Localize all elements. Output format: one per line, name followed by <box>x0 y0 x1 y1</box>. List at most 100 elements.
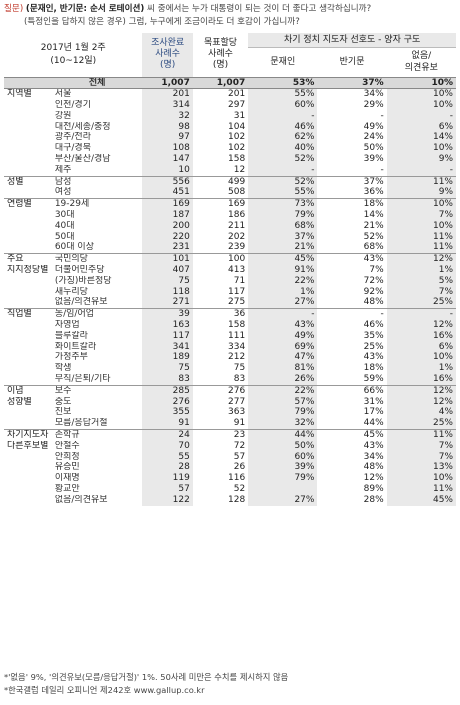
completed-count: 556 <box>142 175 193 188</box>
moon-pct: 79% <box>248 473 318 484</box>
subgroup-label: 황교안 <box>54 483 80 494</box>
moon-pct: 60% <box>248 100 318 111</box>
target-count: 239 <box>228 242 246 253</box>
ban-pct: 89% <box>363 483 384 494</box>
none-pct: 13% <box>386 462 456 474</box>
subgroup-label: 강원 <box>54 110 72 121</box>
group-label <box>4 232 52 243</box>
none-pct: - <box>386 308 456 321</box>
moon-pct: 69% <box>248 341 318 353</box>
ban-pct: 21% <box>363 220 384 231</box>
ban-pct: 35% <box>363 330 384 341</box>
table-row: 무직/은퇴/기타 83 83 26% 59% 16% <box>4 374 456 386</box>
group-label <box>4 363 52 374</box>
none-pct: 10% <box>386 473 456 484</box>
ban-pct: 45% <box>317 428 387 441</box>
none-pct: - <box>386 164 456 177</box>
target-count: 83 <box>233 374 246 385</box>
none-pct: 11% <box>386 231 456 243</box>
group-label <box>4 132 52 143</box>
completed-count: 1,007 <box>142 76 193 90</box>
none-pct: 7% <box>386 286 456 298</box>
none-pct: 11% <box>386 175 456 188</box>
results-table: 2017년 1월 2주 (10~12일) 조사완료 사례수 (명) 목표할당 사… <box>4 33 456 506</box>
group-label <box>4 143 52 154</box>
target-count: 211 <box>228 220 246 231</box>
moon-pct: 52% <box>248 175 318 188</box>
table-row: 여성 451 508 55% 36% 9% <box>4 187 456 199</box>
moon-pct <box>248 483 318 495</box>
table-row: 대전/세종/충청 98 104 46% 49% 6% <box>4 121 456 133</box>
completed-count: 75 <box>142 275 193 287</box>
moon-pct: 22% <box>248 275 318 287</box>
group-label: 지역별 <box>4 88 52 101</box>
footer-link[interactable]: www.gallup.co.kr <box>133 685 205 695</box>
group-label <box>4 320 52 331</box>
group-label: 다른후보별 <box>7 440 49 451</box>
subgroup-label: 안철수 <box>54 440 80 451</box>
target-count: 128 <box>228 494 246 505</box>
table-row: 대구/경북 108 102 40% 50% 10% <box>4 143 456 155</box>
group-label <box>4 165 52 176</box>
table-row: 진보 355 363 79% 17% 4% <box>4 407 456 419</box>
question-label: 질문) <box>4 4 24 14</box>
subgroup-label: 광주/전라 <box>54 132 91 143</box>
completed-count: 451 <box>142 187 193 199</box>
subgroup-label: 안희정 <box>54 451 80 462</box>
group-label <box>4 276 52 287</box>
table-row: 황교안 57 52 89% 11% <box>4 483 456 495</box>
table-row: 제주 10 12- - - <box>4 164 456 177</box>
subgroup-label: 유승민 <box>54 462 80 473</box>
moon-pct: 55% <box>248 88 318 101</box>
completed-count: 407 <box>142 265 193 276</box>
target-count: 169 <box>192 198 249 211</box>
ban-pct: 72% <box>363 275 384 286</box>
target-count: 12 <box>233 164 246 175</box>
ban-pct: 48% <box>363 297 384 308</box>
target-count: 413 <box>228 265 246 276</box>
subgroup-label: 농/임/어업 <box>51 308 143 321</box>
ban-pct: 12% <box>363 473 384 484</box>
moon-pct: 79% <box>248 210 318 221</box>
subgroup-label: 40대 <box>54 220 75 231</box>
group-label <box>4 484 52 495</box>
none-pct: 25% <box>386 297 456 309</box>
subgroup-label: 여성 <box>54 187 72 198</box>
table-row: 이념 보수 285 276 22% 66% 12% <box>4 384 456 397</box>
target-count: 100 <box>192 253 249 266</box>
group-label <box>4 495 52 506</box>
table-row: (가칭)바른정당 75 71 22% 72% 5% <box>4 275 456 287</box>
subgroup-label: 남성 <box>51 175 143 188</box>
ban-pct: 34% <box>363 451 384 462</box>
moon-pct: 57% <box>248 396 318 408</box>
table-row: 연령별 19-29세 169 169 73% 18% 10% <box>4 198 456 211</box>
subgroup-label: 대구/경북 <box>54 143 91 154</box>
ban-pct: 52% <box>363 231 384 242</box>
subgroup-label: 새누리당 <box>54 286 88 297</box>
none-pct: 10% <box>386 76 456 90</box>
ban-header: 반기문 <box>317 47 387 78</box>
table-row: 지역별 서울 201 201 55% 34% 10% <box>4 88 456 101</box>
moon-pct: 32% <box>248 418 318 430</box>
question-sub: (특정인을 답하지 않은 경우) 그럼, 누구에게 조금이라도 더 호감이 가십… <box>24 17 300 27</box>
none-pct: 4% <box>386 407 456 419</box>
ban-pct: 24% <box>363 132 384 143</box>
target-count: 117 <box>228 286 246 297</box>
moon-pct: 44% <box>248 428 318 441</box>
completed-count: 355 <box>142 407 193 419</box>
moon-pct: 21% <box>248 242 318 254</box>
ban-pct: - <box>317 308 387 321</box>
group-title: 차기 정치 지도자 선호도 - 양자 구도 <box>248 33 456 48</box>
table-row: 주요 국민의당 101 100 45% 43% 12% <box>4 253 456 266</box>
completed-count: 10 <box>142 164 193 177</box>
group-label <box>4 122 52 133</box>
ban-pct: - <box>380 164 384 175</box>
subgroup-label: 서울 <box>51 88 143 101</box>
subgroup-label: 없음/의견유보 <box>54 297 108 308</box>
ban-pct: 43% <box>363 352 384 363</box>
none-pct: 5% <box>386 275 456 287</box>
table-row: 모름/응답거절 91 91 32% 44% 25% <box>4 418 456 430</box>
completed-count: 97 <box>142 132 193 144</box>
table-row: 없음/의견유보 271 275 27% 48% 25% <box>4 297 456 309</box>
none-pct: 10% <box>386 88 456 101</box>
